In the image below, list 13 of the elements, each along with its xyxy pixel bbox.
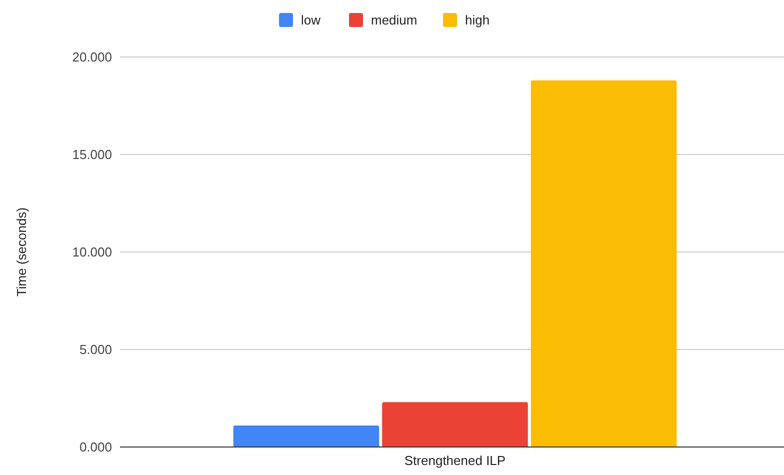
bar xyxy=(530,80,677,447)
legend-label: high xyxy=(465,12,490,28)
x-tick-label: Strengthened ILP xyxy=(404,453,506,468)
y-tick-label: 20.000 xyxy=(72,50,112,65)
y-tick-label: 5.000 xyxy=(79,342,112,358)
bar xyxy=(233,426,380,447)
y-tick-label: 0.000 xyxy=(79,440,112,455)
y-tick-label: 15.000 xyxy=(72,147,112,162)
y-axis-title: Time (seconds) xyxy=(14,207,29,297)
legend-label: low xyxy=(301,12,322,28)
y-tick-label: 10.000 xyxy=(72,244,112,260)
legend-label: medium xyxy=(371,12,418,28)
bar xyxy=(382,402,528,447)
